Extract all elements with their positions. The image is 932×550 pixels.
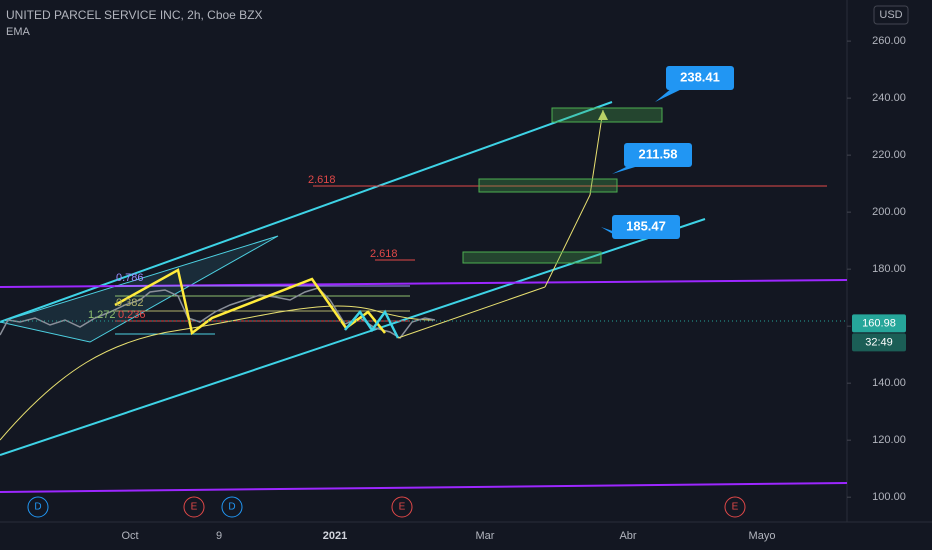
x-tick-label: 9 bbox=[216, 530, 222, 542]
callout-pointer bbox=[612, 165, 642, 174]
currency[interactable]: USD bbox=[879, 9, 902, 21]
target-box bbox=[551, 107, 663, 123]
channel-lower bbox=[0, 218, 706, 456]
x-tick-label: Mar bbox=[476, 530, 495, 542]
y-tick-label: 240.00 bbox=[872, 92, 906, 104]
target-label: 185.47 bbox=[626, 218, 666, 233]
currency-button[interactable] bbox=[873, 5, 909, 25]
event-label: E bbox=[191, 502, 198, 513]
callout-pointer bbox=[655, 88, 684, 102]
last-price-box bbox=[852, 314, 906, 333]
projection-arrow bbox=[544, 109, 604, 288]
event-label: E bbox=[732, 502, 739, 513]
target-callout bbox=[624, 143, 692, 167]
fib-label: 2.618 bbox=[370, 248, 398, 260]
target-box bbox=[478, 178, 618, 193]
wedge bbox=[0, 235, 279, 343]
purple-line bbox=[0, 482, 848, 493]
projection-arrow bbox=[397, 286, 546, 339]
target-label: 211.58 bbox=[638, 146, 677, 161]
target-box bbox=[462, 251, 602, 264]
event-label: E bbox=[399, 502, 406, 513]
x-tick-label: 2021 bbox=[323, 530, 347, 542]
price-sketch bbox=[0, 287, 436, 339]
indicator: EMA bbox=[6, 26, 31, 38]
x-tick-label: Abr bbox=[619, 530, 636, 542]
event-badge bbox=[183, 496, 205, 518]
countdown-box bbox=[852, 333, 906, 352]
event-badge bbox=[221, 496, 243, 518]
target-callout bbox=[666, 66, 734, 90]
x-tick-label: Mayo bbox=[749, 530, 776, 542]
fib-label: 2.618 bbox=[308, 174, 336, 186]
zigzag bbox=[344, 309, 400, 339]
y-tick-label: 100.00 bbox=[872, 491, 906, 503]
y-tick-label: 120.00 bbox=[872, 434, 906, 446]
fib-label: 0.382 bbox=[116, 297, 144, 309]
y-tick-label: 200.00 bbox=[872, 206, 906, 218]
y-tick-label: 220.00 bbox=[872, 149, 906, 161]
y-tick-label: 260.00 bbox=[872, 35, 906, 47]
event-badge bbox=[724, 496, 746, 518]
fib-label: 0.786 bbox=[116, 272, 144, 284]
event-label: D bbox=[34, 502, 41, 513]
drawings bbox=[0, 101, 848, 493]
y-tick-label: 140.00 bbox=[872, 377, 906, 389]
target-callout bbox=[612, 215, 680, 239]
ema bbox=[0, 305, 436, 441]
target-label: 238.41 bbox=[680, 69, 720, 84]
event-label: D bbox=[228, 502, 235, 513]
last-price: 160.98 bbox=[862, 317, 896, 329]
fib-label: 0.236 bbox=[118, 309, 146, 321]
event-badge bbox=[391, 496, 413, 518]
title: UNITED PARCEL SERVICE INC, 2h, Cboe BZX bbox=[6, 8, 263, 22]
zigzag bbox=[114, 268, 386, 336]
countdown: 32:49 bbox=[865, 336, 893, 348]
y-tick-label: 180.00 bbox=[872, 263, 906, 275]
event-badge bbox=[27, 496, 49, 518]
arrow-head bbox=[598, 110, 608, 120]
x-tick-label: Oct bbox=[121, 530, 138, 542]
fib-label: 1.272 bbox=[88, 309, 116, 321]
